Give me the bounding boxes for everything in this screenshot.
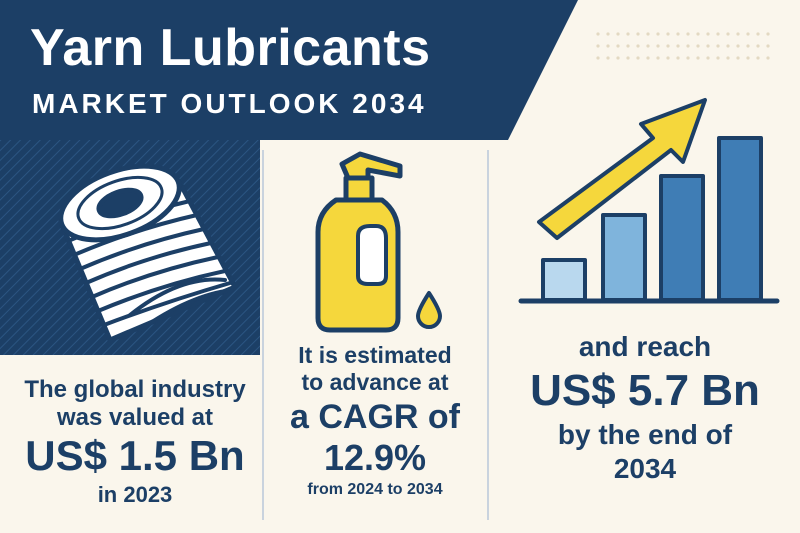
lubricant-bottle-icon (315, 151, 403, 333)
stat-2034-line3: 2034 (613, 453, 677, 484)
stat-cagr-value: 12.9% (323, 437, 427, 478)
stat-2023-line1: The global industry (24, 376, 246, 403)
stat-market-value-2023: The global industry was valued at US$ 1.… (10, 376, 260, 510)
stat-cagr: It is estimated to advance at a CAGR of … (265, 342, 485, 502)
stat-cagr-line2: to advance at (301, 369, 449, 395)
stat-cagr-line3: a CAGR of (290, 398, 460, 436)
divider-left (262, 150, 264, 520)
header-banner (0, 0, 578, 140)
page-title: Yarn Lubricants (30, 19, 431, 77)
stat-2023-line2: was valued at (56, 404, 214, 431)
stat-2023-line3: in 2023 (97, 482, 173, 507)
yarn-spool-icon (58, 163, 238, 343)
stat-2034-line1: and reach (578, 331, 712, 362)
growth-arrow-icon (537, 98, 707, 240)
oil-drop-icon (416, 291, 442, 329)
growth-chart-icon (518, 136, 780, 304)
stat-market-value-2034: and reach US$ 5.7 Bn by the end of 2034 (500, 330, 790, 486)
page-subtitle: MARKET OUTLOOK 2034 (32, 88, 427, 119)
divider-right (487, 150, 489, 520)
stat-2034-line2: by the end of (557, 419, 733, 450)
dot-pattern (596, 32, 770, 60)
stat-2023-value: US$ 1.5 Bn (25, 432, 245, 479)
stat-cagr-line4: from 2024 to 2034 (307, 481, 443, 498)
stat-2034-value: US$ 5.7 Bn (530, 366, 760, 415)
stat-cagr-line1: It is estimated (298, 342, 452, 368)
